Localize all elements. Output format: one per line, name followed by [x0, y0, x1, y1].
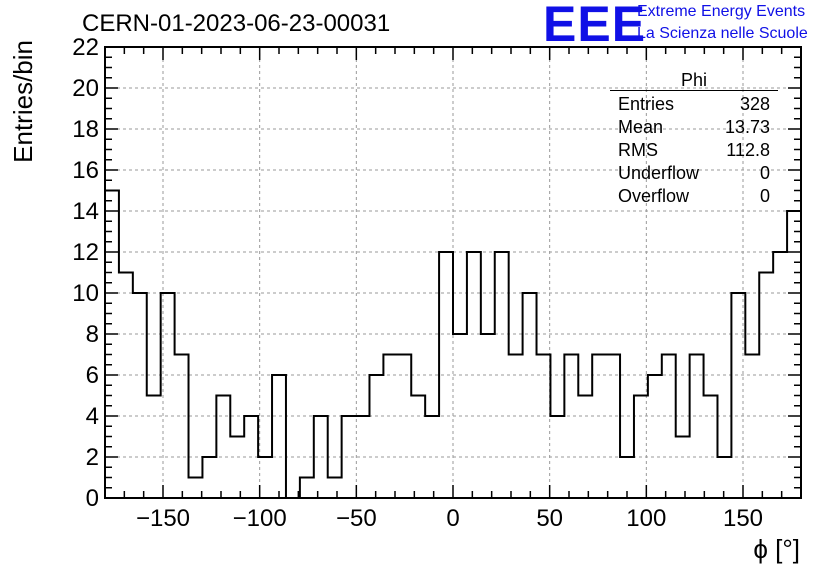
histogram-bin: [745, 355, 759, 499]
histogram-bin: [202, 457, 216, 498]
histogram-bin: [119, 273, 133, 499]
histogram-outline: [105, 189, 801, 499]
y-tick-label: 8: [86, 321, 99, 348]
eee-logo: EEE: [543, 0, 647, 52]
stats-value: 0: [759, 163, 770, 183]
histogram-bin: [690, 355, 704, 499]
x-tick-label: 100: [626, 505, 666, 532]
stats-row-entries: Entries 328: [610, 93, 778, 116]
stats-value: 328: [739, 94, 770, 114]
y-tick-label: 14: [72, 198, 99, 225]
histogram-bin: [648, 375, 662, 498]
stats-value: 0: [759, 186, 770, 206]
histogram-bin: [676, 437, 690, 499]
stats-row-rms: RMS 112.8: [610, 139, 778, 162]
histogram-bin: [592, 355, 606, 499]
histogram-bin: [634, 396, 648, 499]
histogram-bin: [216, 396, 230, 499]
histogram-bin: [272, 375, 286, 498]
y-tick-label: 6: [86, 362, 99, 389]
y-axis-label: Entries/bin: [8, 40, 38, 163]
stats-title: Phi: [680, 70, 707, 90]
y-tick-label: 16: [72, 157, 99, 184]
histogram-bin: [369, 375, 383, 498]
x-tick-label: 50: [536, 505, 563, 532]
y-tick-label: 18: [72, 116, 99, 143]
histogram-bin: [411, 396, 425, 499]
y-tick-label: 2: [86, 444, 99, 471]
stats-label: Entries: [618, 94, 675, 114]
chart-title: CERN-01-2023-06-23-00031: [82, 10, 391, 37]
histogram-bin: [759, 273, 773, 499]
histogram-bin: [189, 478, 203, 499]
x-tick-label: 150: [723, 505, 763, 532]
x-axis-label: ϕ [°]: [753, 534, 800, 564]
stats-divider: [610, 90, 778, 91]
x-tick-label: −50: [336, 505, 377, 532]
stats-label: RMS: [618, 140, 658, 160]
histogram-bin: [606, 355, 620, 499]
histogram-bin: [662, 355, 676, 499]
y-tick-label: 10: [72, 280, 99, 307]
histogram-bin: [578, 396, 592, 499]
y-tick-label: 4: [86, 403, 99, 430]
histogram-bin: [328, 478, 342, 499]
histogram-bin: [509, 355, 523, 499]
histogram-bin: [397, 355, 411, 499]
histogram-bin: [564, 355, 578, 499]
stats-row-mean: Mean 13.73: [610, 116, 778, 139]
stats-value: 13.73: [724, 117, 770, 137]
y-tick-label: 0: [86, 485, 99, 512]
x-tick-label: −100: [233, 505, 287, 532]
histogram-bin: [147, 396, 161, 499]
stats-label: Overflow: [618, 186, 690, 206]
stats-label: Mean: [618, 117, 664, 137]
histogram-bin: [230, 437, 244, 499]
stats-box: Phi Entries 328 Mean 13.73 RMS 112.8 Und…: [610, 70, 778, 208]
x-tick-label: −150: [136, 505, 190, 532]
stats-value: 112.8: [726, 140, 770, 160]
org-name-line2: La Scienza nelle Scuole: [637, 25, 808, 42]
y-tick-label: 22: [72, 34, 99, 61]
y-axis: 0 2 4 6 8 10 12 14 16 18 20 22: [72, 34, 801, 512]
stats-row-underflow: Underflow 0: [610, 162, 778, 185]
histogram-bin: [704, 396, 718, 499]
stats-label: Underflow: [618, 163, 700, 183]
x-tick-label: 0: [446, 505, 459, 532]
x-axis: −150 −100 −50 0 50 100 150: [104, 47, 802, 532]
y-tick-label: 20: [72, 75, 99, 102]
stats-row-overflow: Overflow 0: [610, 185, 778, 208]
y-tick-label: 12: [72, 239, 99, 266]
histogram-bin: [717, 457, 731, 498]
histogram-bin: [537, 355, 551, 499]
histogram-bin: [523, 293, 537, 498]
histogram-bin: [300, 478, 314, 499]
histogram-bin: [133, 293, 147, 498]
histogram-bin: [481, 334, 495, 498]
histogram-series: [105, 189, 801, 499]
histogram-bin: [383, 355, 397, 499]
histogram-bin: [175, 355, 189, 499]
org-name-line1: Extreme Energy Events: [637, 3, 806, 20]
